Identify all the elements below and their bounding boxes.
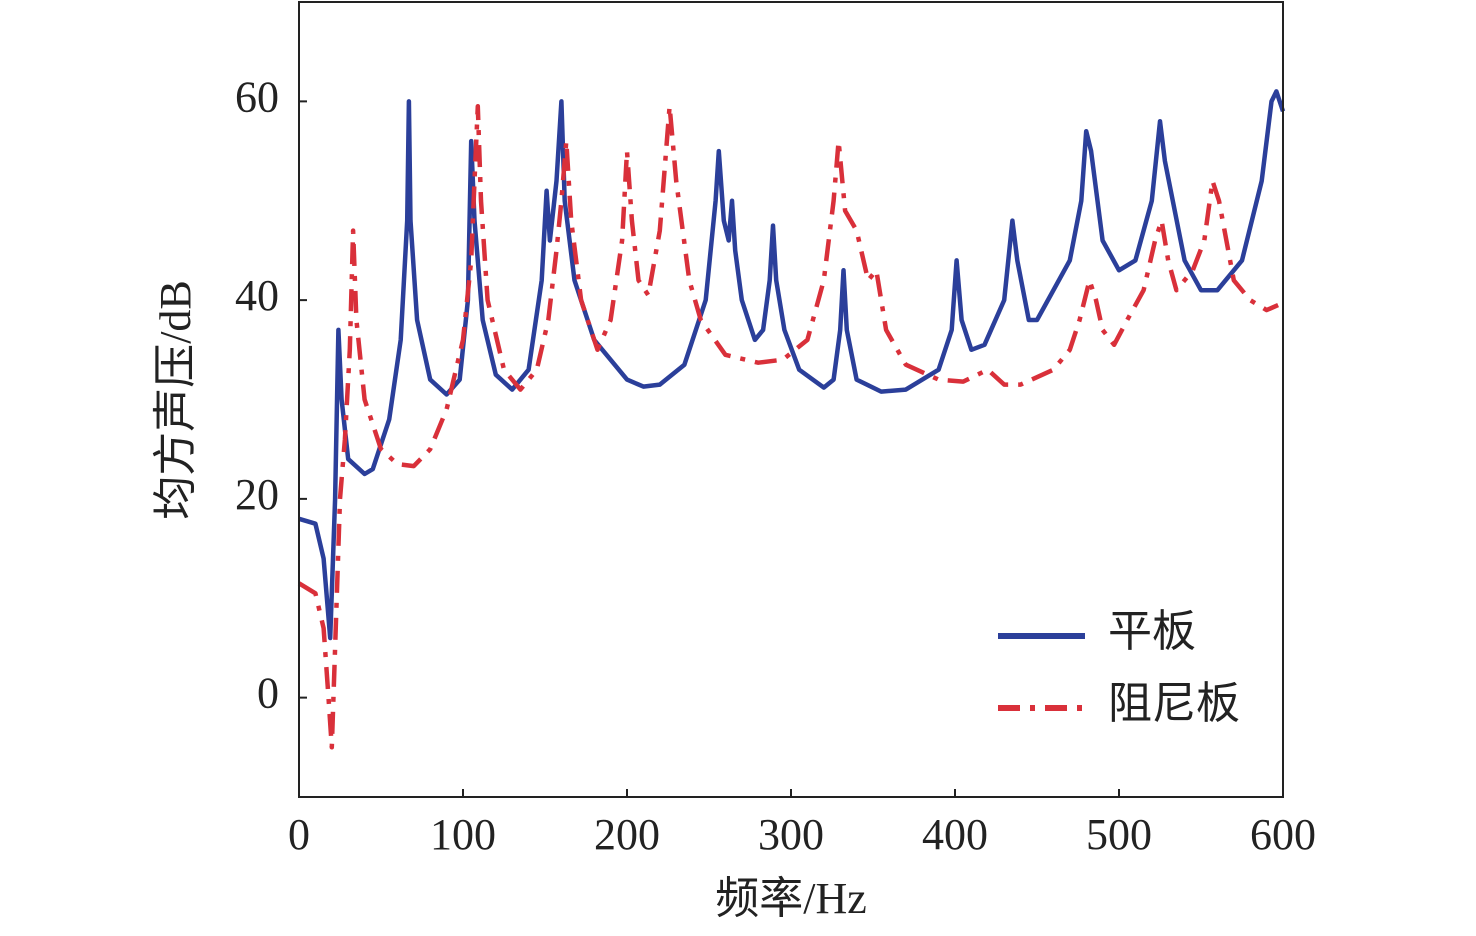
legend-label: 平板 (1108, 607, 1196, 656)
x-tick-label: 200 (594, 810, 660, 859)
legend-label: 阻尼板 (1108, 679, 1240, 728)
plot-frame (298, 1, 1284, 798)
x-tick-label: 500 (1086, 810, 1152, 859)
series-line (298, 89, 1286, 641)
x-tick-label: 600 (1250, 810, 1316, 859)
y-axis-label: 均方声压/dB (151, 280, 200, 520)
series-line (297, 104, 1279, 750)
y-tick-label: 20 (235, 470, 279, 519)
x-tick-label: 300 (758, 810, 824, 859)
x-axis-label: 频率/Hz (715, 874, 867, 923)
x-tick-label: 400 (922, 810, 988, 859)
x-tick-label: 0 (288, 810, 310, 859)
y-tick-label: 60 (235, 72, 279, 121)
y-tick-label: 40 (235, 271, 279, 320)
x-tick-label: 100 (430, 810, 496, 859)
y-tick-label: 0 (257, 669, 279, 718)
